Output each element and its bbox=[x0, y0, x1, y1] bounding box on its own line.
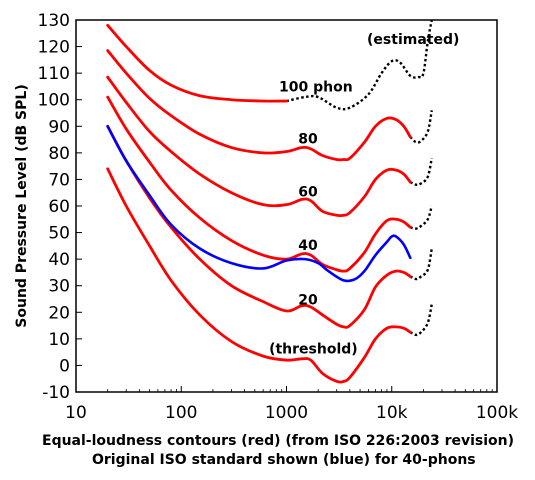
x-tick-label: 100k bbox=[476, 403, 518, 423]
equal-loudness-contour-0 bbox=[106, 23, 288, 103]
y-tick-label: 40 bbox=[48, 250, 70, 270]
x-tick-group: 10 100 1000 10k 100k bbox=[65, 386, 518, 423]
contour-annotation: 60 bbox=[298, 185, 318, 201]
y-tick-label: 90 bbox=[48, 117, 70, 137]
y-tick-label: 10 bbox=[48, 330, 70, 350]
y-tick-label: 120 bbox=[38, 38, 70, 58]
y-axis-label: Sound Pressure Level (dB SPL) bbox=[14, 84, 30, 327]
y-tick-label: 100 bbox=[38, 91, 70, 111]
contour-estimated-5 bbox=[409, 304, 433, 337]
contour-estimated-4 bbox=[409, 248, 433, 281]
y-tick-label: 130 bbox=[38, 11, 70, 31]
contour-estimated-3 bbox=[409, 205, 433, 230]
annotation-group: (estimated) 100 phon 80 60 40 20 (threshold) bbox=[269, 32, 459, 358]
equal-loudness-contour-5 bbox=[106, 167, 412, 384]
x-tick-label: 100 bbox=[165, 403, 197, 423]
contour-annotation: 100 phon bbox=[279, 80, 353, 96]
y-tick-label: 70 bbox=[48, 170, 70, 190]
y-tick-label: -10 bbox=[42, 383, 70, 403]
y-tick-label: 60 bbox=[48, 197, 70, 217]
contour-annotation: 40 bbox=[298, 238, 318, 254]
y-tick-label: 30 bbox=[48, 277, 70, 297]
x-tick-label: 10 bbox=[65, 403, 87, 423]
contour-annotation: 80 bbox=[298, 132, 318, 148]
contour-estimated-0 bbox=[286, 19, 433, 111]
equal-loudness-contour-2 bbox=[106, 75, 412, 218]
x-tick-label: 10k bbox=[376, 403, 408, 423]
y-tick-label: 20 bbox=[48, 303, 70, 323]
curve-group bbox=[106, 19, 433, 384]
contour-annotation: (threshold) bbox=[269, 341, 358, 357]
original-iso-40-phon-curve bbox=[106, 124, 412, 283]
x-axis-label-line2: Original ISO standard shown (blue) for 4… bbox=[92, 452, 476, 468]
y-tick-label: 110 bbox=[38, 64, 70, 84]
equal-loudness-contour-3 bbox=[106, 95, 412, 273]
x-tick-label: 1000 bbox=[265, 403, 308, 423]
contour-estimated-1 bbox=[409, 110, 433, 144]
y-tick-label: 0 bbox=[59, 356, 70, 376]
contour-annotation: (estimated) bbox=[367, 32, 459, 48]
y-tick-label: 80 bbox=[48, 144, 70, 164]
equal-loudness-contour-4 bbox=[106, 124, 412, 329]
x-axis-label-line1: Equal-loudness contours (red) (from ISO … bbox=[42, 433, 514, 449]
contour-estimated-2 bbox=[409, 157, 433, 187]
y-tick-label: 50 bbox=[48, 224, 70, 244]
equal-loudness-contour-1 bbox=[106, 49, 412, 162]
contour-annotation: 20 bbox=[298, 292, 318, 308]
